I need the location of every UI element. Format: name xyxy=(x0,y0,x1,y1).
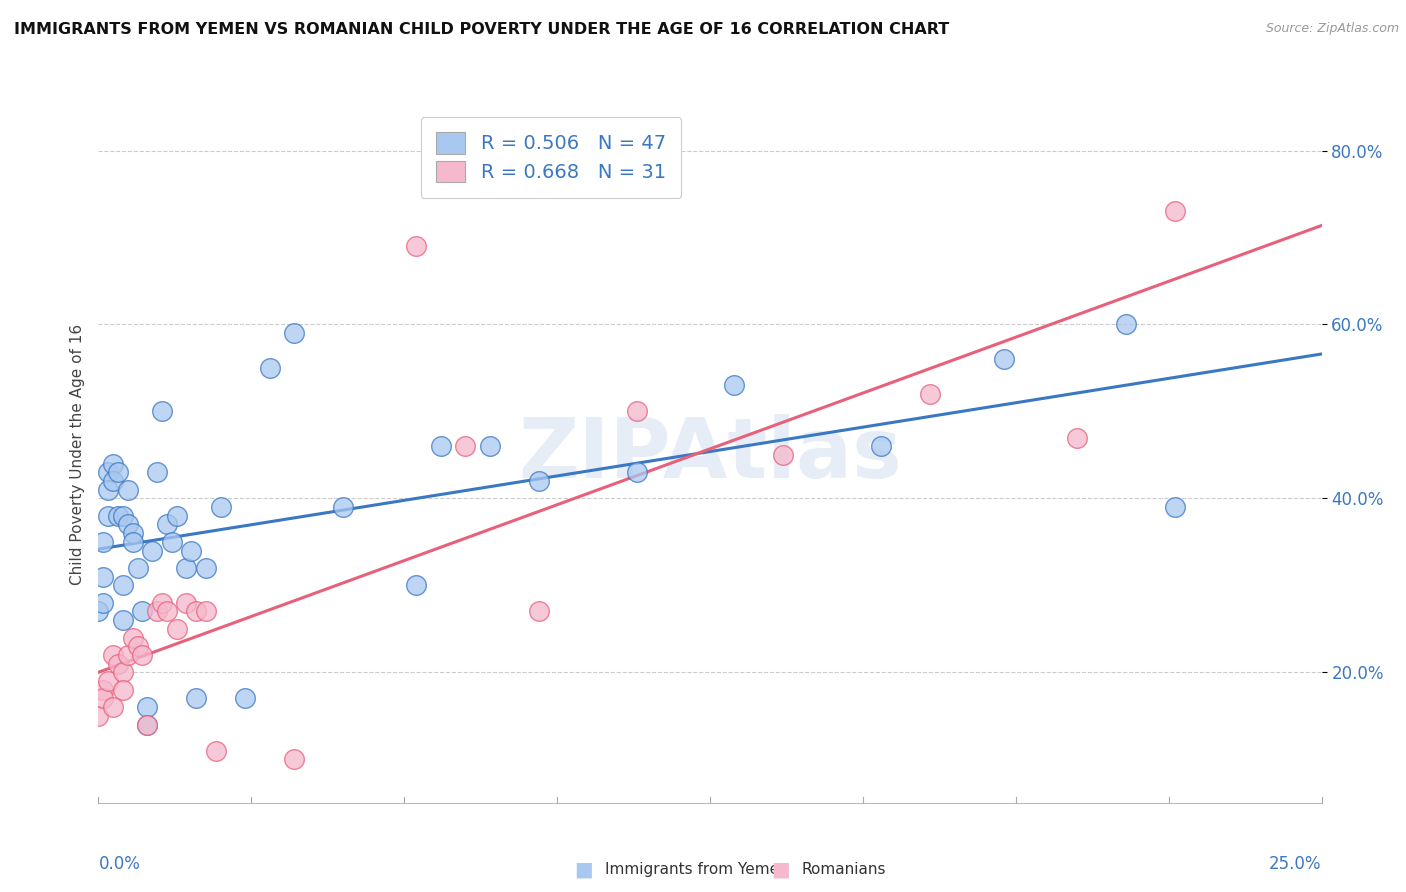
Text: IMMIGRANTS FROM YEMEN VS ROMANIAN CHILD POVERTY UNDER THE AGE OF 16 CORRELATION : IMMIGRANTS FROM YEMEN VS ROMANIAN CHILD … xyxy=(14,22,949,37)
Text: ▪: ▪ xyxy=(574,855,593,884)
Point xyxy=(146,605,169,619)
Point xyxy=(131,648,153,662)
Point xyxy=(117,648,139,662)
Point xyxy=(195,605,218,619)
Point xyxy=(1164,500,1187,514)
Point xyxy=(527,605,550,619)
Point xyxy=(91,534,114,549)
Point xyxy=(141,543,163,558)
Point xyxy=(723,378,745,392)
Point xyxy=(160,534,183,549)
Point xyxy=(626,404,648,418)
Point xyxy=(136,717,159,731)
Point xyxy=(91,596,114,610)
Point xyxy=(121,534,143,549)
Point xyxy=(259,360,281,375)
Point xyxy=(111,613,134,627)
Point xyxy=(772,448,794,462)
Point xyxy=(111,682,134,697)
Point xyxy=(166,622,188,636)
Text: 0.0%: 0.0% xyxy=(98,855,141,873)
Y-axis label: Child Poverty Under the Age of 16: Child Poverty Under the Age of 16 xyxy=(69,325,84,585)
Point xyxy=(91,682,114,697)
Point xyxy=(150,404,173,418)
Point xyxy=(920,387,942,401)
Text: ▪: ▪ xyxy=(770,855,790,884)
Point xyxy=(136,717,159,731)
Point xyxy=(405,578,427,592)
Point xyxy=(626,466,648,480)
Point xyxy=(1164,204,1187,219)
Point xyxy=(156,605,179,619)
Text: 25.0%: 25.0% xyxy=(1270,855,1322,873)
Point xyxy=(87,708,110,723)
Point xyxy=(111,665,134,680)
Point xyxy=(117,483,139,497)
Point xyxy=(136,700,159,714)
Point xyxy=(180,543,202,558)
Point xyxy=(111,578,134,592)
Point xyxy=(870,439,893,453)
Point xyxy=(176,596,198,610)
Point xyxy=(97,674,120,689)
Point xyxy=(107,508,129,523)
Point xyxy=(454,439,477,453)
Point xyxy=(332,500,354,514)
Text: Immigrants from Yemen: Immigrants from Yemen xyxy=(605,863,789,877)
Point xyxy=(91,570,114,584)
Point xyxy=(97,483,120,497)
Point xyxy=(478,439,501,453)
Point xyxy=(195,561,218,575)
Point xyxy=(205,744,228,758)
Point xyxy=(101,700,124,714)
Point xyxy=(87,605,110,619)
Point xyxy=(527,474,550,488)
Point xyxy=(127,561,149,575)
Point xyxy=(283,752,305,766)
Point xyxy=(283,326,305,340)
Point xyxy=(97,508,120,523)
Text: Source: ZipAtlas.com: Source: ZipAtlas.com xyxy=(1265,22,1399,36)
Point xyxy=(186,605,208,619)
Legend: R = 0.506   N = 47, R = 0.668   N = 31: R = 0.506 N = 47, R = 0.668 N = 31 xyxy=(420,117,682,198)
Point xyxy=(176,561,198,575)
Point xyxy=(233,691,256,706)
Text: Romanians: Romanians xyxy=(801,863,886,877)
Point xyxy=(430,439,453,453)
Point xyxy=(209,500,232,514)
Point xyxy=(405,239,427,253)
Point xyxy=(107,657,129,671)
Point xyxy=(121,631,143,645)
Point xyxy=(1115,318,1137,332)
Point xyxy=(166,508,188,523)
Point xyxy=(186,691,208,706)
Point xyxy=(101,474,124,488)
Point xyxy=(117,517,139,532)
Point xyxy=(101,648,124,662)
Point xyxy=(121,526,143,541)
Point xyxy=(131,605,153,619)
Point xyxy=(993,352,1015,367)
Point xyxy=(1066,430,1088,444)
Point xyxy=(91,691,114,706)
Point xyxy=(97,466,120,480)
Point xyxy=(107,466,129,480)
Point xyxy=(156,517,179,532)
Point xyxy=(101,457,124,471)
Point xyxy=(150,596,173,610)
Point xyxy=(111,508,134,523)
Text: ZIPAtlas: ZIPAtlas xyxy=(517,415,903,495)
Point xyxy=(127,639,149,653)
Point xyxy=(146,466,169,480)
